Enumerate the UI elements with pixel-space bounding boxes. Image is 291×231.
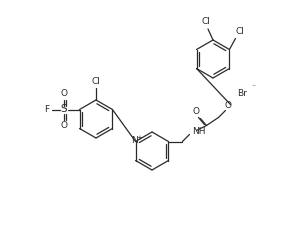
Text: +: + [136, 134, 143, 140]
Text: Cl: Cl [202, 18, 210, 27]
Text: N: N [131, 136, 138, 145]
Text: NH: NH [192, 127, 206, 136]
Text: Cl: Cl [235, 27, 244, 36]
Text: O: O [193, 107, 200, 116]
Text: F: F [44, 105, 49, 114]
Text: Br: Br [237, 88, 247, 97]
Text: Cl: Cl [92, 77, 100, 86]
Text: S: S [60, 104, 67, 115]
Text: O: O [60, 89, 67, 98]
Text: ⁻: ⁻ [251, 82, 255, 91]
Text: O: O [225, 101, 232, 110]
Text: O: O [60, 121, 67, 130]
